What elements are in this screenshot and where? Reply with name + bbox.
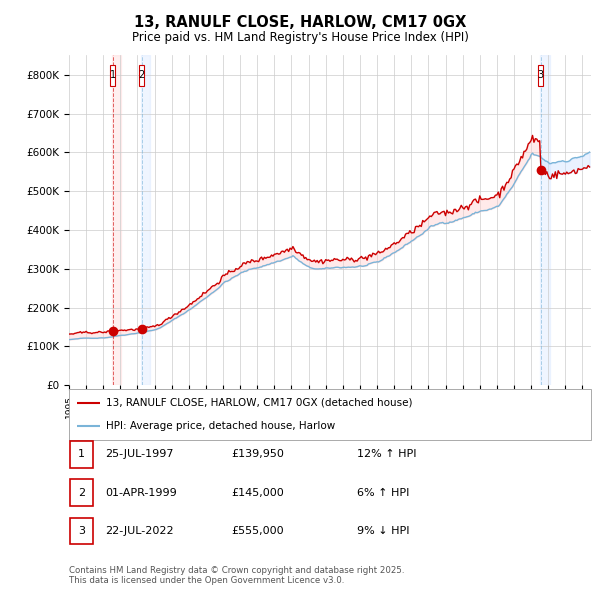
FancyBboxPatch shape (70, 479, 93, 506)
Text: Contains HM Land Registry data © Crown copyright and database right 2025.
This d: Contains HM Land Registry data © Crown c… (69, 566, 404, 585)
FancyBboxPatch shape (70, 441, 93, 467)
FancyBboxPatch shape (69, 389, 591, 440)
Text: £555,000: £555,000 (231, 526, 284, 536)
Text: 6% ↑ HPI: 6% ↑ HPI (357, 488, 409, 497)
FancyBboxPatch shape (110, 64, 115, 86)
Text: 2: 2 (139, 70, 145, 80)
Text: 1: 1 (78, 450, 85, 459)
Text: £139,950: £139,950 (231, 450, 284, 459)
Text: 22-JUL-2022: 22-JUL-2022 (105, 526, 173, 536)
Bar (141, 55, 150, 385)
Text: 9% ↓ HPI: 9% ↓ HPI (357, 526, 409, 536)
Text: 1: 1 (110, 70, 116, 80)
Text: 13, RANULF CLOSE, HARLOW, CM17 0GX: 13, RANULF CLOSE, HARLOW, CM17 0GX (134, 15, 466, 30)
FancyBboxPatch shape (139, 64, 145, 86)
Text: 3: 3 (538, 70, 544, 80)
FancyBboxPatch shape (70, 518, 93, 544)
Text: 01-APR-1999: 01-APR-1999 (105, 488, 177, 497)
Text: 13, RANULF CLOSE, HARLOW, CM17 0GX (detached house): 13, RANULF CLOSE, HARLOW, CM17 0GX (deta… (106, 398, 412, 408)
Text: 3: 3 (78, 526, 85, 536)
Bar (112, 55, 121, 385)
Text: HPI: Average price, detached house, Harlow: HPI: Average price, detached house, Harl… (106, 421, 335, 431)
Text: 2: 2 (78, 488, 85, 497)
FancyBboxPatch shape (538, 64, 543, 86)
Text: Price paid vs. HM Land Registry's House Price Index (HPI): Price paid vs. HM Land Registry's House … (131, 31, 469, 44)
Text: 12% ↑ HPI: 12% ↑ HPI (357, 450, 416, 459)
Bar (539, 55, 550, 385)
Text: 25-JUL-1997: 25-JUL-1997 (105, 450, 173, 459)
Text: £145,000: £145,000 (231, 488, 284, 497)
